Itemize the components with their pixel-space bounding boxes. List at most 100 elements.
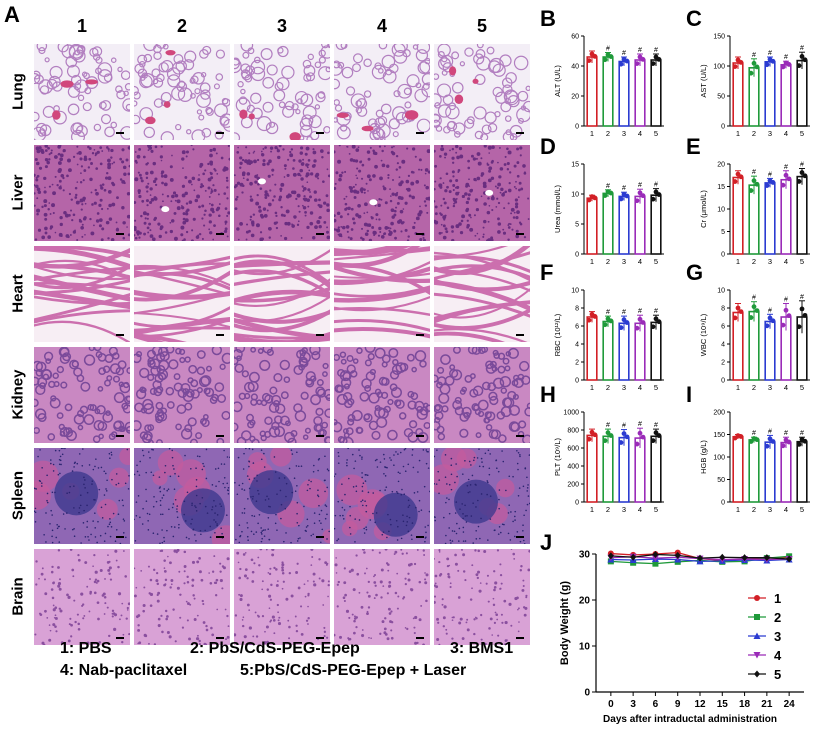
legend-marker-5 bbox=[754, 670, 760, 678]
data-point bbox=[640, 434, 646, 440]
y-tick-label: 4 bbox=[575, 342, 579, 349]
data-point bbox=[796, 442, 802, 447]
data-point bbox=[802, 173, 808, 179]
data-point bbox=[748, 70, 754, 76]
data-point bbox=[754, 437, 760, 443]
x-tick-label: 4 bbox=[784, 383, 788, 392]
data-point bbox=[605, 430, 611, 436]
significance-label: # bbox=[622, 423, 626, 430]
bar-4 bbox=[780, 178, 792, 255]
data-point bbox=[656, 57, 662, 62]
y-tick-label: 15 bbox=[717, 184, 725, 191]
x-tick-label: 3 bbox=[630, 699, 636, 710]
series-5-point bbox=[741, 554, 748, 562]
histology-image-heart-2 bbox=[134, 246, 230, 342]
data-point bbox=[640, 193, 646, 199]
panel-letter-i: I bbox=[686, 382, 693, 407]
data-point bbox=[732, 64, 738, 69]
y-tick-label: 2 bbox=[575, 360, 579, 367]
column-header-1: 1 bbox=[76, 16, 87, 36]
x-tick-label: 3 bbox=[768, 257, 772, 266]
data-point bbox=[656, 192, 662, 197]
data-point bbox=[618, 440, 624, 445]
x-tick-label: 0 bbox=[608, 699, 614, 710]
legend-marker-2 bbox=[754, 614, 760, 620]
histology-image-lung-5 bbox=[434, 44, 530, 140]
row-label-lung: Lung bbox=[9, 73, 27, 110]
legend-label-3: 3 bbox=[774, 629, 781, 644]
bar-5 bbox=[796, 59, 808, 127]
data-point bbox=[751, 178, 757, 184]
bar-2 bbox=[748, 310, 760, 381]
data-point bbox=[780, 322, 786, 328]
data-point bbox=[656, 319, 662, 325]
data-point bbox=[780, 443, 786, 449]
y-tick-label: 10 bbox=[579, 642, 591, 653]
data-point bbox=[608, 433, 614, 438]
bar-4 bbox=[634, 195, 646, 255]
y-axis-label: ALT (U/L) bbox=[553, 65, 562, 97]
data-point bbox=[656, 433, 662, 438]
bar-3 bbox=[618, 436, 630, 503]
bar-2 bbox=[602, 435, 614, 503]
row-label-brain: Brain bbox=[9, 577, 27, 616]
data-point bbox=[796, 63, 802, 69]
bar-chart-f: 0 2 4 6 8 10 RBC (10¹²/L) 1 #2 #3 #4 #5 bbox=[546, 284, 676, 401]
bar-3 bbox=[764, 60, 776, 127]
data-point bbox=[586, 58, 592, 63]
bar-chart-g: 0 2 4 6 8 10 WBC (10⁹/L) 1 #2 #3 #4 #5 bbox=[692, 284, 822, 401]
significance-label: # bbox=[654, 47, 658, 54]
data-point bbox=[780, 182, 786, 188]
y-axis-label: Cr (μmol/L) bbox=[699, 190, 708, 228]
y-tick-label: 100 bbox=[713, 64, 725, 71]
histology-image-spleen-1 bbox=[34, 448, 130, 544]
row-label-liver: Liver bbox=[9, 174, 27, 211]
column-header-5: 5 bbox=[476, 16, 487, 36]
data-point bbox=[650, 438, 656, 444]
series-5-point bbox=[652, 550, 659, 558]
y-tick-label: 0 bbox=[575, 124, 579, 131]
y-tick-label: 4 bbox=[721, 342, 725, 349]
series-2-point bbox=[652, 560, 659, 567]
x-tick-label: 5 bbox=[654, 505, 658, 514]
data-point bbox=[732, 315, 738, 321]
x-tick-label: 1 bbox=[736, 505, 740, 514]
y-tick-label: 150 bbox=[713, 34, 725, 41]
x-tick-label: 1 bbox=[736, 129, 740, 138]
panel-letter-g: G bbox=[686, 260, 704, 285]
y-tick-label: 15 bbox=[571, 162, 579, 169]
data-point bbox=[650, 196, 656, 202]
data-point bbox=[653, 316, 659, 322]
histology-image-kidney-5 bbox=[434, 347, 530, 443]
bar-2 bbox=[748, 184, 760, 255]
data-point bbox=[754, 181, 760, 187]
data-point bbox=[634, 198, 640, 204]
significance-label: # bbox=[784, 430, 788, 437]
y-tick-label: 40 bbox=[571, 64, 579, 71]
data-point bbox=[592, 314, 598, 319]
data-point bbox=[608, 190, 614, 196]
data-point bbox=[618, 196, 624, 202]
column-header-4: 4 bbox=[376, 16, 387, 36]
significance-label: # bbox=[606, 46, 610, 53]
data-point bbox=[751, 60, 757, 66]
y-tick-label: 200 bbox=[567, 482, 579, 489]
bar-1 bbox=[732, 435, 744, 503]
x-tick-label: 3 bbox=[622, 383, 626, 392]
x-tick-label: 21 bbox=[761, 699, 773, 710]
y-tick-label: 10 bbox=[571, 288, 579, 295]
significance-label: # bbox=[638, 421, 642, 428]
significance-label: # bbox=[768, 50, 772, 57]
bar-chart-i: 0 50 100 150 200 HGB (g/L) 1 #2 #3 #4 #5 bbox=[692, 406, 822, 523]
x-tick-label: 5 bbox=[800, 257, 804, 266]
data-point bbox=[748, 188, 754, 193]
bar-2 bbox=[602, 320, 614, 381]
bar-1 bbox=[732, 311, 744, 381]
y-tick-label: 400 bbox=[567, 464, 579, 471]
x-tick-label: 18 bbox=[739, 699, 751, 710]
legend-label-2: 2 bbox=[774, 610, 781, 625]
significance-label: # bbox=[638, 47, 642, 54]
data-point bbox=[624, 58, 630, 64]
data-point bbox=[786, 439, 792, 445]
bar-chart-e: 0 5 10 15 20 Cr (μmol/L) 1 #2 #3 #4 #5 bbox=[692, 158, 822, 275]
